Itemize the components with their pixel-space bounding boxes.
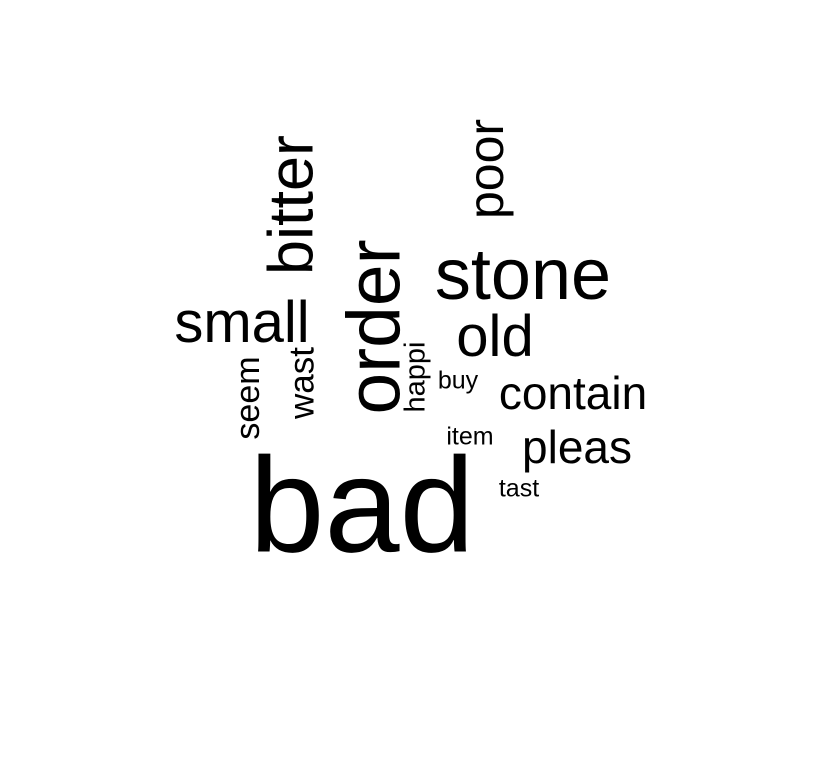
word-seem: seem xyxy=(229,356,267,440)
word-old: old xyxy=(456,304,534,369)
word-buy: buy xyxy=(437,366,479,395)
word-bad: bad xyxy=(249,429,475,581)
word-contain: contain xyxy=(498,367,648,419)
word-tast: tast xyxy=(498,474,540,503)
word-wast: wast xyxy=(282,347,322,419)
word-stone: stone xyxy=(434,235,612,315)
word-poor: poor xyxy=(458,118,514,220)
word-small: small xyxy=(174,290,310,355)
word-happi: happi xyxy=(399,341,432,413)
word-item: item xyxy=(446,422,494,451)
word-bitter: bitter xyxy=(256,134,327,276)
word-pleas: pleas xyxy=(522,421,632,473)
